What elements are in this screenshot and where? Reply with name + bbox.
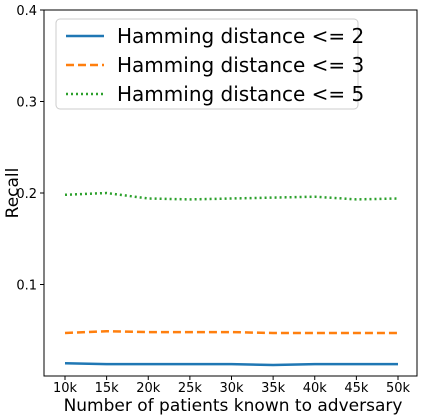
x-tick-label: 15k: [95, 381, 120, 396]
series-line-2: [64, 329, 398, 335]
x-tick-label: 45k: [344, 381, 369, 396]
y-tick-label: 0.2: [16, 187, 37, 202]
x-tick-label: 10k: [53, 381, 78, 396]
x-tick-label: 20k: [136, 381, 161, 396]
y-axis-label: Recall: [3, 168, 23, 219]
x-tick-label: 25k: [178, 381, 203, 396]
legend-label-3: Hamming distance <= 5: [117, 82, 364, 106]
x-axis-label: Number of patients known to adversary: [64, 396, 403, 416]
series-layer: [64, 191, 399, 367]
legend-label-1: Hamming distance <= 2: [117, 24, 364, 48]
series-line-1: [64, 361, 398, 367]
y-tick-label: 0.1: [16, 279, 37, 294]
y-tick-label: 0.4: [16, 4, 37, 19]
axes-layer: 10k 15k 20k 25k 30k 35k 40k 45k 50k 0.1 0.2 0.3 0.4: [16, 4, 410, 396]
x-tick-label: 30k: [219, 381, 244, 396]
x-tick-label: 40k: [303, 381, 328, 396]
x-tick-label: 35k: [261, 381, 286, 396]
legend-label-2: Hamming distance <= 3: [117, 53, 364, 77]
x-tick-label: 50k: [386, 381, 411, 396]
legend: Hamming distance <= 2 Hamming distance <=…: [55, 18, 364, 110]
legend-box: [55, 18, 359, 110]
y-tick-label: 0.3: [16, 96, 37, 111]
series-line-3: [64, 191, 399, 201]
